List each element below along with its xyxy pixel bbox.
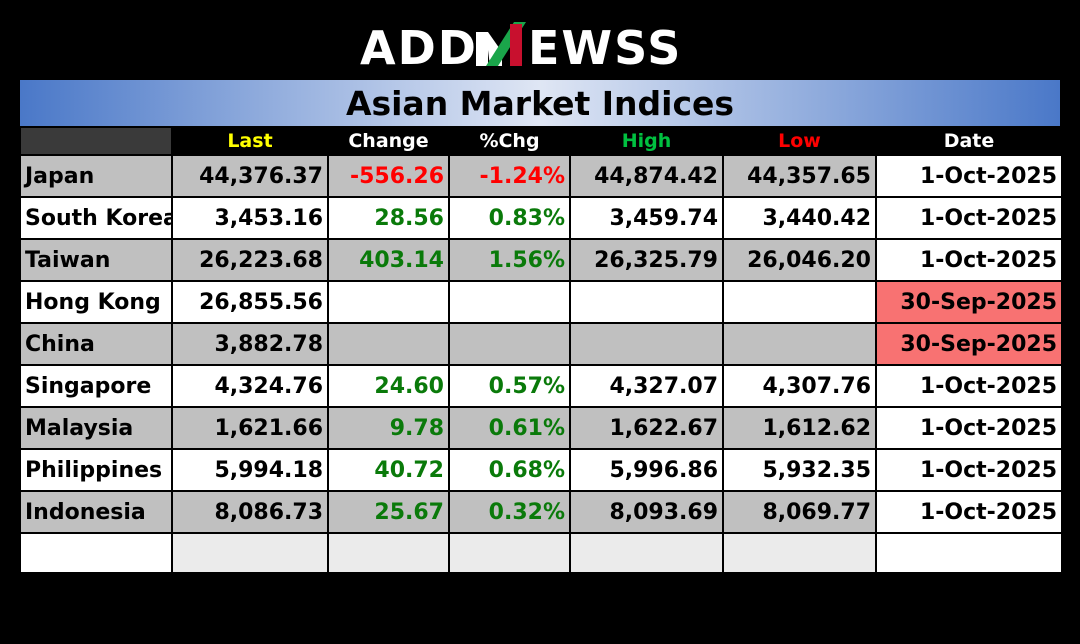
cell-last: 44,376.37	[171, 154, 329, 198]
cell-high: 26,325.79	[569, 238, 724, 282]
cell-country: Taiwan	[19, 238, 173, 282]
empty-cell	[327, 532, 450, 574]
cell-country: Hong Kong	[19, 280, 173, 324]
cell-last: 4,324.76	[171, 364, 329, 408]
cell-low: 1,612.62	[722, 406, 877, 450]
table-row: Philippines 5,994.18 40.72 0.68% 5,996.86 5,9…	[19, 448, 1063, 492]
cell-change: 403.14	[327, 238, 450, 282]
cell-low	[722, 322, 877, 366]
table-row: Singapore 4,324.76 24.60 0.57% 4,327.07 4,307…	[19, 364, 1063, 408]
logo-text-n: N	[360, 14, 361, 15]
cell-low: 44,357.65	[722, 154, 877, 198]
cell-country: China	[19, 322, 173, 366]
header-pct-change: %Chg	[448, 126, 571, 156]
cell-change: 40.72	[327, 448, 450, 492]
cell-last: 5,994.18	[171, 448, 329, 492]
table-row: China 3,882.78 30-Sep-2025	[19, 322, 1063, 366]
table-row: Japan 44,376.37 -556.26 -1.24% 44,874.42 44,3…	[19, 154, 1063, 198]
cell-date: 1-Oct-2025	[875, 448, 1063, 492]
cell-pct: 0.57%	[448, 364, 571, 408]
logo-text-add: ADD	[360, 21, 478, 75]
cell-change: 9.78	[327, 406, 450, 450]
addnewss-logo: ADD N EWSS	[0, 12, 1080, 78]
cell-high: 1,622.67	[569, 406, 724, 450]
cell-change: 28.56	[327, 196, 450, 240]
cell-pct	[448, 322, 571, 366]
empty-row	[19, 532, 1063, 574]
logo-text-ewss: EWSS	[528, 21, 682, 75]
cell-date: 30-Sep-2025	[875, 322, 1063, 366]
cell-last: 3,453.16	[171, 196, 329, 240]
cell-last: 26,855.56	[171, 280, 329, 324]
table-row: Indonesia 8,086.73 25.67 0.32% 8,093.69 8,069…	[19, 490, 1063, 534]
logo-wordmark: ADD N EWSS	[360, 14, 682, 75]
table-row: Taiwan 26,223.68 403.14 1.56% 26,325.79 26,04…	[19, 238, 1063, 282]
header-last: Last	[171, 126, 329, 156]
table-row: Malaysia 1,621.66 9.78 0.61% 1,622.67 1,612.6…	[19, 406, 1063, 450]
cell-date: 1-Oct-2025	[875, 406, 1063, 450]
cell-date: 1-Oct-2025	[875, 238, 1063, 282]
header-low: Low	[722, 126, 877, 156]
header-corner	[19, 126, 173, 156]
cell-date: 1-Oct-2025	[875, 490, 1063, 534]
cell-date: 1-Oct-2025	[875, 154, 1063, 198]
cell-country: Indonesia	[19, 490, 173, 534]
cell-last: 3,882.78	[171, 322, 329, 366]
cell-country: Singapore	[19, 364, 173, 408]
cell-pct: 1.56%	[448, 238, 571, 282]
cell-pct	[448, 280, 571, 324]
empty-cell	[569, 532, 724, 574]
cell-change	[327, 322, 450, 366]
cell-change	[327, 280, 450, 324]
cell-pct: 0.32%	[448, 490, 571, 534]
cell-date: 30-Sep-2025	[875, 280, 1063, 324]
cell-high: 8,093.69	[569, 490, 724, 534]
cell-high	[569, 322, 724, 366]
page-title: Asian Market Indices	[345, 83, 735, 123]
cell-low: 3,440.42	[722, 196, 877, 240]
cell-date: 1-Oct-2025	[875, 364, 1063, 408]
cell-low: 4,307.76	[722, 364, 877, 408]
cell-high	[569, 280, 724, 324]
empty-cell	[722, 532, 877, 574]
cell-change: -556.26	[327, 154, 450, 198]
cell-country: South Korea	[19, 196, 173, 240]
cell-high: 5,996.86	[569, 448, 724, 492]
empty-cell	[448, 532, 571, 574]
logo-n-mark: N	[360, 14, 526, 66]
header-change: Change	[327, 126, 450, 156]
cell-pct: -1.24%	[448, 154, 571, 198]
empty-cell	[875, 532, 1063, 574]
header-row: Last Change %Chg High Low Date	[19, 126, 1063, 156]
table-row: Hong Kong 26,855.56 30-Sep-2025	[19, 280, 1063, 324]
cell-high: 4,327.07	[569, 364, 724, 408]
cell-high: 44,874.42	[569, 154, 724, 198]
cell-low	[722, 280, 877, 324]
cell-low: 8,069.77	[722, 490, 877, 534]
cell-high: 3,459.74	[569, 196, 724, 240]
cell-pct: 0.83%	[448, 196, 571, 240]
cell-pct: 0.61%	[448, 406, 571, 450]
header-date: Date	[875, 126, 1063, 156]
cell-low: 5,932.35	[722, 448, 877, 492]
market-indices-table: Last Change %Chg High Low Date Japan 44,3…	[19, 126, 1063, 574]
cell-change: 25.67	[327, 490, 450, 534]
title-bar: Asian Market Indices	[20, 80, 1060, 126]
cell-country: Philippines	[19, 448, 173, 492]
cell-country: Japan	[19, 154, 173, 198]
empty-cell	[171, 532, 329, 574]
cell-country: Malaysia	[19, 406, 173, 450]
cell-last: 26,223.68	[171, 238, 329, 282]
cell-last: 1,621.66	[171, 406, 329, 450]
cell-last: 8,086.73	[171, 490, 329, 534]
cell-low: 26,046.20	[722, 238, 877, 282]
empty-cell	[19, 532, 173, 574]
table-row: South Korea 3,453.16 28.56 0.83% 3,459.74 3,4…	[19, 196, 1063, 240]
cell-pct: 0.68%	[448, 448, 571, 492]
cell-date: 1-Oct-2025	[875, 196, 1063, 240]
cell-change: 24.60	[327, 364, 450, 408]
table-body: Japan 44,376.37 -556.26 -1.24% 44,874.42 44,3…	[19, 154, 1063, 574]
header-high: High	[569, 126, 724, 156]
